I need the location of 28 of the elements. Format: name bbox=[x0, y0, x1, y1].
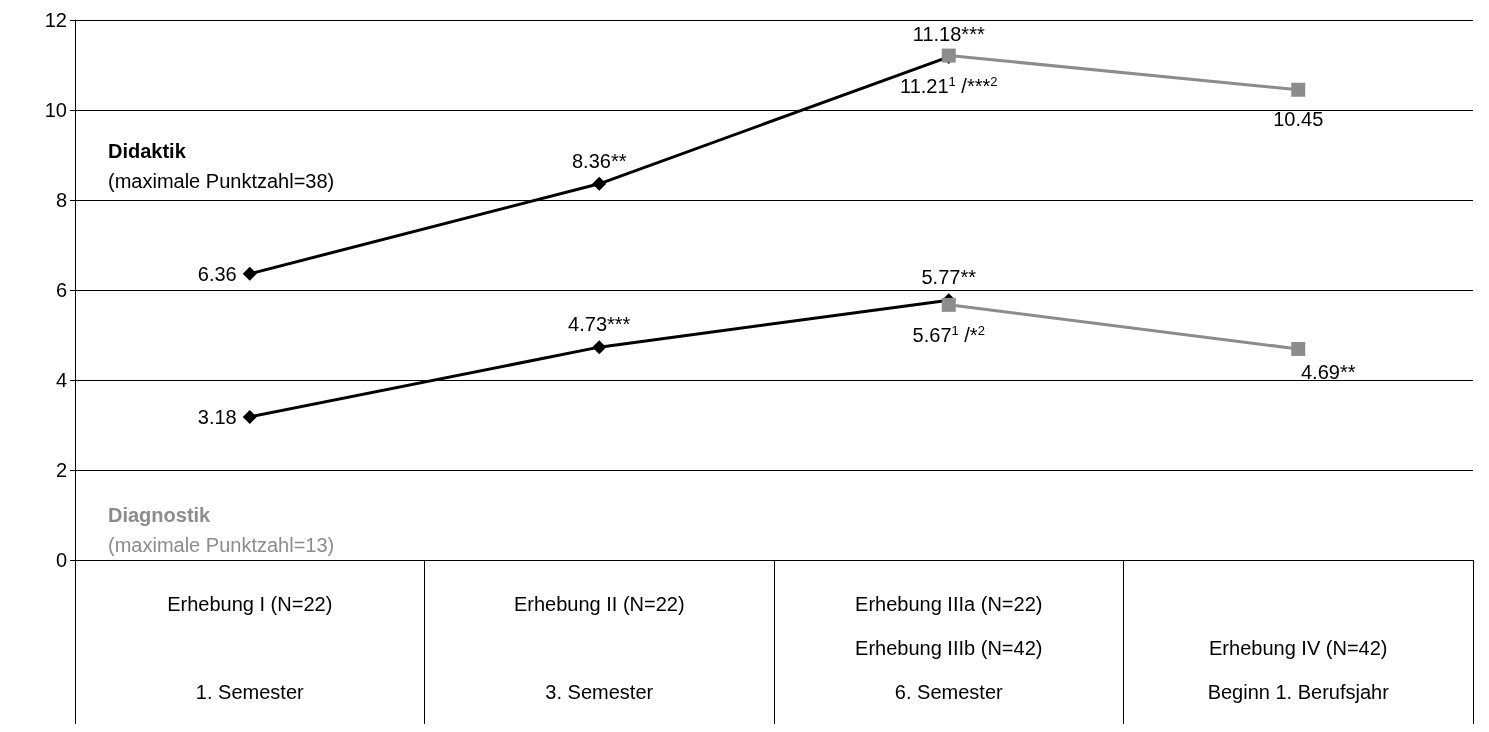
x-tick-label: Erhebung IIIa (N=22) Erhebung IIIb (N=42) 6. Semester bbox=[855, 593, 1043, 703]
y-tick-label: 0 bbox=[55, 549, 67, 571]
y-tick-label: 8 bbox=[55, 189, 67, 211]
y-tick-label: 12 bbox=[44, 9, 67, 31]
data-label: 3.18 bbox=[197, 405, 237, 428]
y-tick-label: 6 bbox=[55, 279, 67, 301]
data-label: 5.77** bbox=[921, 266, 977, 289]
annotation: Didaktik (maximale Punktzahl=38) bbox=[108, 140, 335, 192]
point bbox=[1291, 341, 1306, 356]
y-tick-label: 10 bbox=[44, 99, 67, 121]
point bbox=[1291, 82, 1306, 97]
point bbox=[242, 266, 257, 281]
category-label: Erhebung I (N=22) 1. Semester bbox=[167, 593, 333, 703]
data-label: 4.69** bbox=[1301, 360, 1356, 383]
data-label: 10.45 bbox=[1273, 107, 1324, 130]
data-label: 4.73*** bbox=[568, 313, 631, 336]
annotation: Diagnostik (maximale Punktzahl=13) bbox=[108, 504, 335, 556]
y-tick-label: 2 bbox=[55, 459, 67, 481]
data-label: 8.36** bbox=[572, 149, 627, 172]
point bbox=[592, 340, 607, 355]
point bbox=[242, 409, 257, 424]
y-tick-label: 4 bbox=[55, 369, 67, 391]
data-label: 11.18*** bbox=[912, 22, 985, 45]
point bbox=[941, 297, 956, 312]
point bbox=[592, 176, 607, 191]
x-tick-label: Erhebung IV (N=42) Beginn 1. Berufsjahr bbox=[1207, 637, 1390, 703]
category-label: Erhebung II (N=22) 3. Semester bbox=[513, 593, 685, 703]
data-label: 6.36 bbox=[197, 262, 237, 285]
